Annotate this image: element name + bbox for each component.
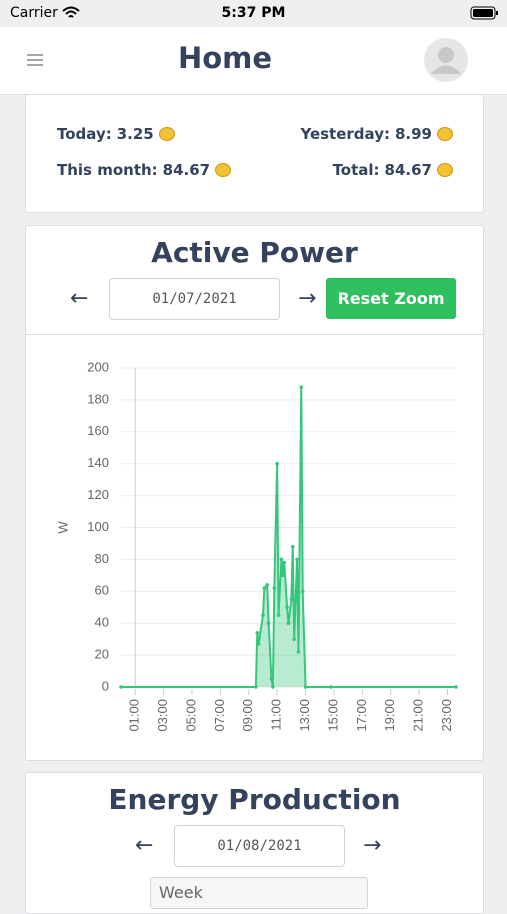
stat-yesterday: Yesterday: 8.99 — [300, 125, 453, 143]
point — [303, 685, 308, 689]
point — [262, 586, 267, 590]
reset-zoom-button[interactable]: Reset Zoom — [326, 278, 456, 319]
point — [329, 685, 333, 689]
point — [300, 589, 305, 594]
x-tick-label: 09:00 — [240, 699, 255, 732]
page-title: Home — [177, 41, 273, 75]
stats-card: Today: 3.25 Yesterday: 8.99 This month: 84.… — [25, 95, 484, 213]
point — [279, 557, 284, 562]
date-input[interactable]: 01/07/2021 — [109, 278, 280, 320]
stat-value: 8.99 — [394, 125, 432, 143]
point — [286, 621, 291, 625]
point — [282, 560, 287, 565]
stat-month: This month: 84.67 — [57, 161, 232, 179]
clock: 5:37 PM — [221, 5, 286, 21]
card-title: Active Power — [151, 236, 358, 269]
menu-button[interactable] — [27, 53, 43, 67]
next-date[interactable]: → — [298, 286, 317, 311]
y-tick-label: 60 — [95, 583, 109, 598]
wifi-icon — [62, 6, 80, 18]
point — [256, 642, 261, 646]
x-tick-label: 15:00 — [325, 699, 340, 732]
point — [454, 685, 458, 689]
y-tick-label: 40 — [95, 615, 109, 630]
point — [275, 461, 279, 466]
period-select[interactable]: Week — [150, 877, 368, 909]
stat-value: 3.25 — [116, 125, 154, 143]
stat-label: This month: — [57, 161, 158, 179]
x-tick-label: 21:00 — [411, 699, 426, 732]
x-tick-label: 07:00 — [212, 699, 227, 732]
stat-label: Total: — [332, 161, 380, 179]
y-tick-label: 200 — [87, 359, 109, 374]
prev-date[interactable]: ← — [135, 833, 154, 858]
y-tick-label: 120 — [87, 487, 109, 502]
point — [271, 685, 275, 689]
next-date[interactable]: → — [363, 833, 382, 858]
point — [281, 573, 285, 578]
point — [296, 650, 301, 654]
y-tick-label: 100 — [87, 519, 109, 534]
stat-total: Total: 84.67 — [333, 161, 453, 179]
point — [290, 544, 295, 549]
active-power-card: Active Power ← 01/07/2021 → Reset Zoom 0… — [25, 225, 484, 761]
point — [289, 597, 294, 602]
x-tick-label: 17:00 — [354, 699, 369, 732]
point — [269, 677, 274, 681]
x-tick-label: 19:00 — [382, 699, 397, 732]
point — [266, 621, 271, 625]
point — [285, 605, 289, 610]
avatar[interactable] — [423, 37, 469, 83]
point — [272, 586, 277, 590]
y-axis-label: W — [55, 521, 70, 534]
point — [292, 637, 296, 641]
date-input[interactable]: 01/08/2021 — [174, 825, 345, 867]
stat-label: Yesterday: — [300, 125, 390, 143]
stat-value: 84.67 — [384, 161, 432, 179]
y-tick-label: 80 — [95, 551, 109, 566]
coin-icon — [158, 127, 175, 141]
stat-label: Today: — [57, 125, 112, 143]
point — [261, 613, 265, 618]
point — [119, 685, 123, 689]
x-tick-label: 01:00 — [127, 699, 142, 732]
line — [121, 387, 456, 688]
y-tick-label: 180 — [87, 391, 109, 406]
y-tick-label: 20 — [95, 647, 109, 662]
y-tick-label: 140 — [87, 455, 109, 470]
y-tick-label: 0 — [102, 678, 109, 693]
point — [255, 630, 260, 635]
energy-card: Energy Production ← 01/08/2021 → Week — [25, 772, 484, 914]
card-title: Energy Production — [108, 783, 401, 816]
x-tick-label: 03:00 — [155, 699, 170, 732]
point — [254, 685, 258, 689]
coin-icon — [215, 163, 232, 177]
point — [265, 583, 270, 587]
carrier: Carrier — [10, 5, 58, 21]
x-tick-label: 23:00 — [439, 699, 454, 732]
x-tick-label: 05:00 — [183, 699, 198, 732]
point — [276, 613, 281, 618]
x-tick-label: 11:00 — [269, 699, 284, 731]
stat-value: 84.67 — [162, 161, 211, 179]
active-power-chart: 0 20 40 60 80 100 120 140 160 180 200 01:00 03:00 05:… — [55, 359, 458, 732]
coin-icon — [437, 163, 453, 177]
stat-today: Today: 3.25 — [57, 125, 175, 143]
prev-date[interactable]: ← — [70, 286, 89, 311]
header: Home — [0, 27, 507, 95]
point — [295, 557, 299, 562]
x-tick-label: 13:00 — [297, 699, 312, 732]
area-fill — [121, 387, 456, 687]
coin-icon — [437, 127, 453, 141]
point — [299, 385, 304, 389]
battery-icon — [470, 6, 498, 20]
y-tick-label: 160 — [87, 423, 109, 438]
divider — [26, 334, 483, 335]
